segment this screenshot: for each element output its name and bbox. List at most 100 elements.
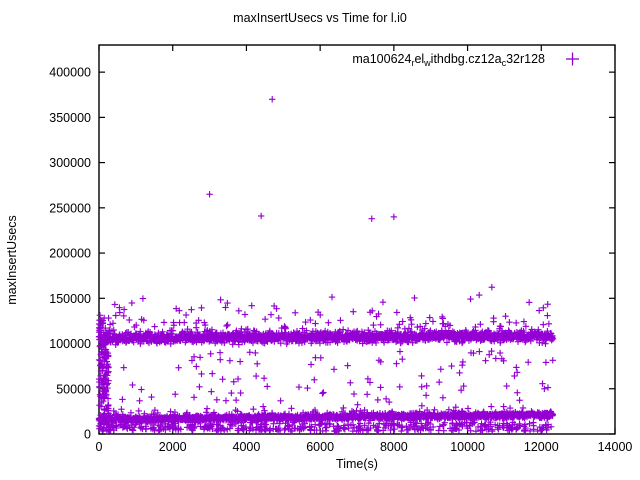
data-point [126, 316, 133, 324]
data-point [175, 364, 182, 371]
data-point [393, 309, 401, 316]
data-point [135, 407, 142, 415]
data-point [128, 299, 136, 307]
data-point [393, 360, 400, 367]
data-points [95, 96, 557, 435]
data-point [503, 382, 510, 390]
data-point [299, 325, 306, 332]
data-point [540, 321, 547, 328]
data-point [337, 317, 344, 324]
data-point [422, 320, 430, 327]
data-point [482, 357, 489, 364]
data-point [438, 327, 446, 334]
data-point [344, 420, 352, 428]
y-tick-label: 150000 [49, 292, 91, 306]
data-point [295, 383, 303, 391]
data-point [228, 389, 235, 397]
data-point [496, 349, 504, 357]
data-point [477, 321, 484, 328]
data-point [336, 327, 343, 335]
data-point [429, 318, 437, 325]
x-axis-label: Time(s) [336, 457, 378, 471]
x-tick-label: 0 [96, 440, 103, 454]
y-axis-label: maxInsertUsecs [5, 215, 19, 305]
data-point [252, 349, 259, 357]
data-point [222, 397, 230, 404]
data-point [467, 295, 474, 303]
data-point [440, 427, 447, 434]
data-point [446, 322, 454, 329]
data-point [502, 313, 509, 320]
data-point [370, 321, 377, 329]
data-point [312, 320, 319, 327]
data-point [464, 405, 472, 412]
legend-series-label: ma100624relwithdbg.cz12ac32r128 [352, 52, 545, 68]
data-point [237, 389, 244, 397]
data-point [312, 354, 319, 361]
data-point [422, 392, 430, 399]
chart-title: maxInsertUsecs vs Time for l.i0 [233, 11, 407, 25]
data-point [459, 361, 466, 369]
data-point [307, 316, 314, 324]
data-point [170, 322, 178, 329]
data-point [330, 366, 338, 373]
x-tick-label: 6000 [306, 440, 334, 454]
data-point [198, 370, 205, 378]
data-point [418, 402, 426, 409]
data-point [140, 317, 147, 324]
data-point [223, 322, 230, 330]
data-point [379, 298, 387, 306]
data-point [288, 405, 295, 412]
data-point [111, 301, 118, 308]
data-point [209, 370, 216, 377]
data-point [377, 384, 384, 391]
data-point [188, 328, 195, 336]
data-point [506, 318, 513, 326]
data-point [132, 321, 140, 329]
data-point [216, 349, 224, 356]
data-point [257, 212, 265, 220]
data-point [169, 327, 177, 334]
data-point [203, 405, 211, 412]
data-point [275, 314, 282, 322]
data-point [259, 403, 267, 410]
data-point [423, 382, 430, 390]
data-point [181, 319, 188, 326]
data-point [396, 383, 403, 391]
data-point [544, 312, 551, 319]
data-point [399, 355, 406, 363]
data-point [512, 319, 520, 327]
data-point [456, 369, 463, 377]
data-point [463, 328, 470, 335]
data-point [335, 329, 343, 336]
data-point [196, 383, 203, 391]
data-point [207, 350, 214, 358]
data-point [431, 406, 438, 413]
data-point [319, 390, 326, 397]
data-point [119, 396, 126, 403]
data-point [476, 348, 483, 355]
data-point [112, 312, 119, 319]
data-point [372, 339, 380, 347]
data-point [236, 358, 244, 365]
data-point [148, 393, 155, 401]
data-point [139, 295, 147, 302]
data-point [525, 359, 532, 366]
data-point [246, 349, 254, 356]
data-point [120, 312, 127, 320]
data-point [226, 357, 234, 364]
data-point [377, 321, 384, 328]
data-point [344, 362, 351, 369]
data-point [304, 384, 311, 392]
data-point [250, 405, 257, 413]
data-point [217, 296, 224, 303]
data-point [109, 320, 117, 327]
data-point [519, 404, 527, 412]
data-point [418, 383, 425, 391]
data-point [544, 301, 551, 308]
data-point [526, 427, 534, 435]
data-point [254, 360, 261, 368]
data-point [398, 427, 405, 435]
data-point [497, 323, 504, 330]
